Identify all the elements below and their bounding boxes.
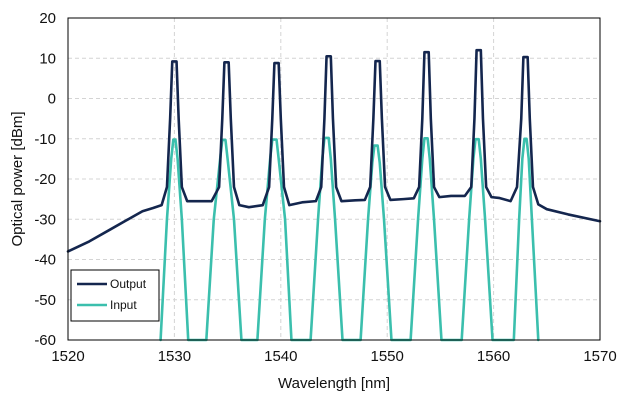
y-tick-label: 20: [39, 10, 56, 27]
y-tick-labels: 20 10 0 -10 -20 -30 -40 -50 -60: [34, 10, 56, 349]
x-tick-label: 1560: [477, 348, 510, 365]
x-tick-label: 1570: [583, 348, 616, 365]
legend: Output Input: [70, 269, 160, 322]
y-tick-label: -60: [34, 332, 56, 349]
legend-label-input: Input: [110, 298, 137, 312]
x-tick-label: 1540: [264, 348, 297, 365]
y-tick-label: 0: [48, 91, 56, 108]
y-tick-label: -20: [34, 171, 56, 188]
legend-label-output: Output: [110, 277, 147, 291]
y-tick-label: 10: [39, 50, 56, 67]
x-tick-label: 1530: [158, 348, 191, 365]
x-axis-title: Wavelength [nm]: [278, 375, 390, 392]
y-tick-label: -10: [34, 131, 56, 148]
x-tick-labels: 1520 1530 1540 1550 1560 1570: [51, 348, 616, 365]
series-line-output: [66, 48, 602, 253]
plot-frame: [67, 17, 601, 341]
y-tick-label: -30: [34, 211, 56, 228]
y-tick-label: -50: [34, 292, 56, 309]
legend-box: [70, 269, 160, 322]
y-tick-label: -40: [34, 252, 56, 269]
x-tick-label: 1550: [371, 348, 404, 365]
x-tick-label: 1520: [51, 348, 84, 365]
y-axis-title: Optical power [dBm]: [9, 111, 26, 246]
